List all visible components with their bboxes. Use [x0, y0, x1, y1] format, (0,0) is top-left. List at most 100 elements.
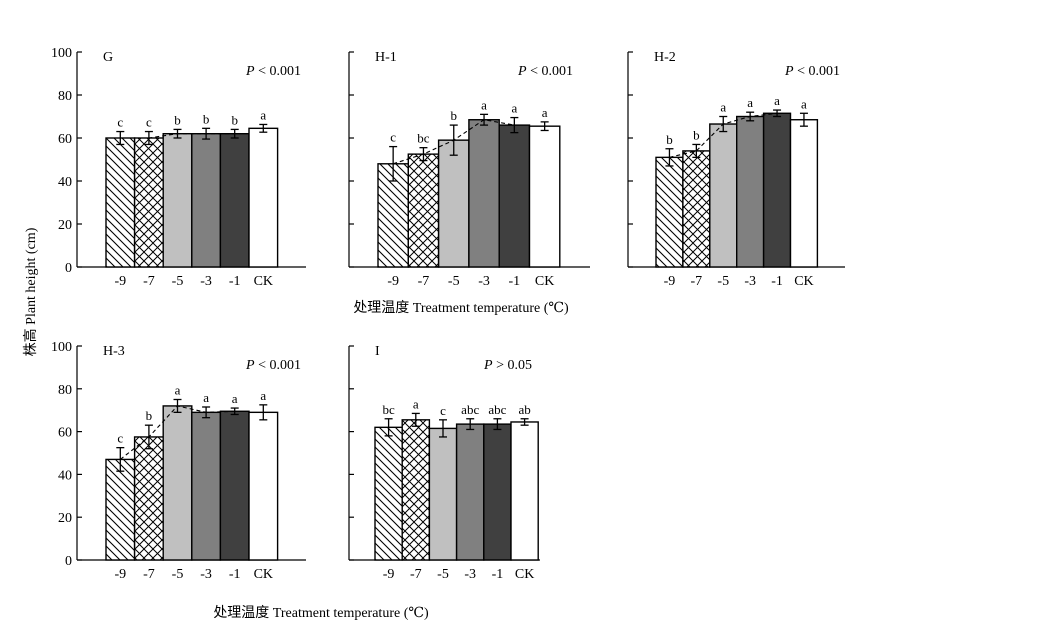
bar	[655, 156, 684, 268]
significance-letter: bc	[382, 402, 395, 417]
y-tick-label: 0	[65, 554, 72, 569]
panel-3: H-2 P < 0.001 b -9 b -7 a -5 a -3 a -1 a CK	[627, 50, 845, 289]
significance-letter: a	[175, 383, 181, 398]
x-tick-label: -7	[143, 567, 155, 582]
x-tick-label: -9	[114, 567, 126, 582]
significance-letter: a	[774, 93, 780, 108]
y-tick-label: 80	[58, 383, 72, 398]
y-tick-label: 20	[58, 511, 72, 526]
p-value: P < 0.001	[784, 64, 840, 79]
significance-letter: b	[231, 112, 238, 127]
significance-letter: a	[801, 96, 807, 111]
panel-title: H-3	[103, 344, 125, 359]
y-tick-label: 40	[58, 468, 72, 483]
bar	[162, 405, 193, 561]
x-tick-label: -5	[437, 567, 449, 582]
x-tick-label: -9	[383, 567, 395, 582]
bar	[248, 411, 279, 561]
x-tick-label: -5	[448, 274, 460, 289]
bar	[498, 124, 531, 268]
x-tick-label: -7	[691, 274, 703, 289]
x-tick-label: -3	[478, 274, 490, 289]
significance-letter: b	[146, 408, 153, 423]
x-tick-label: -3	[200, 274, 212, 289]
significance-letter: c	[146, 115, 152, 130]
panel-2: H-1 P < 0.001 c -9 bc -7 b -5 a -3 a -1 a CK	[348, 50, 590, 289]
significance-letter: abc	[488, 402, 506, 417]
significance-letter: a	[511, 101, 517, 116]
significance-letter: c	[117, 115, 123, 130]
p-value: P < 0.001	[245, 358, 301, 373]
bar	[162, 132, 193, 268]
y-tick-label: 100	[51, 340, 72, 355]
significance-letter: a	[747, 95, 753, 110]
y-tick-label: 20	[58, 218, 72, 233]
bar	[191, 132, 222, 268]
bar	[528, 125, 561, 268]
significance-letter: c	[117, 431, 123, 446]
significance-letter: c	[390, 130, 396, 145]
x-tick-label: -5	[717, 274, 729, 289]
x-tick-label: -7	[410, 567, 422, 582]
x-tick-label: CK	[254, 567, 273, 582]
x-tick-label: CK	[794, 274, 813, 289]
y-axis-label: 株高 Plant height (cm)	[22, 227, 39, 356]
x-tick-label: CK	[254, 274, 273, 289]
x-tick-label: -9	[664, 274, 676, 289]
bar	[428, 427, 458, 561]
bar	[401, 419, 431, 561]
bar	[133, 436, 164, 561]
y-tick-label: 40	[58, 175, 72, 190]
y-tick-label: 60	[58, 426, 72, 441]
x-tick-label: -1	[771, 274, 783, 289]
x-tick-label: -9	[387, 274, 399, 289]
x-tick-label: CK	[535, 274, 554, 289]
p-value: P > 0.05	[483, 358, 532, 373]
y-tick-label: 0	[65, 261, 72, 276]
y-tick-label: 100	[51, 46, 72, 61]
significance-letter: b	[203, 111, 210, 126]
significance-letter: a	[203, 390, 209, 405]
y-tick-label: 60	[58, 132, 72, 147]
significance-letter: a	[542, 105, 548, 120]
significance-letter: b	[666, 132, 673, 147]
significance-letter: a	[481, 97, 487, 112]
bar	[105, 137, 136, 268]
panel-title: G	[103, 50, 113, 65]
bar	[407, 153, 440, 268]
significance-letter: a	[232, 391, 238, 406]
bar	[709, 123, 738, 268]
x-tick-label: -7	[418, 274, 430, 289]
bar	[219, 410, 250, 561]
x-tick-label: -1	[509, 274, 521, 289]
bar	[483, 423, 512, 561]
p-value: P < 0.001	[245, 64, 301, 79]
x-tick-label: -5	[172, 567, 184, 582]
bar	[468, 119, 500, 268]
panel-1: 0 20 40 60 80 100 G P < 0.001 c -9 c -7 b -5 b -3 b -1 a CK	[51, 46, 306, 289]
bar	[455, 423, 485, 561]
bar	[248, 127, 279, 268]
x-tick-label: -3	[200, 567, 212, 582]
y-tick-label: 80	[58, 89, 72, 104]
panel-title: H-2	[654, 50, 676, 65]
bar	[374, 426, 403, 561]
bar	[682, 150, 711, 268]
significance-letter: b	[693, 127, 700, 142]
panel-title: H-1	[375, 50, 397, 65]
bar	[105, 458, 136, 561]
p-value: P < 0.001	[517, 64, 573, 79]
significance-letter: b	[451, 108, 458, 123]
significance-letter: a	[260, 107, 266, 122]
x-tick-label: -3	[744, 274, 756, 289]
bar	[191, 411, 222, 561]
bar	[736, 115, 765, 268]
x-tick-label: -1	[229, 274, 241, 289]
panel-4: 0 20 40 60 80 100 H-3 P < 0.001 c -9 b -7 a -5 a -3 a -1 a…	[51, 340, 306, 582]
bar	[762, 112, 792, 268]
x-tick-label: -1	[492, 567, 504, 582]
significance-letter: c	[440, 403, 446, 418]
x-tick-label: -7	[143, 274, 155, 289]
x-tick-label: -1	[229, 567, 241, 582]
